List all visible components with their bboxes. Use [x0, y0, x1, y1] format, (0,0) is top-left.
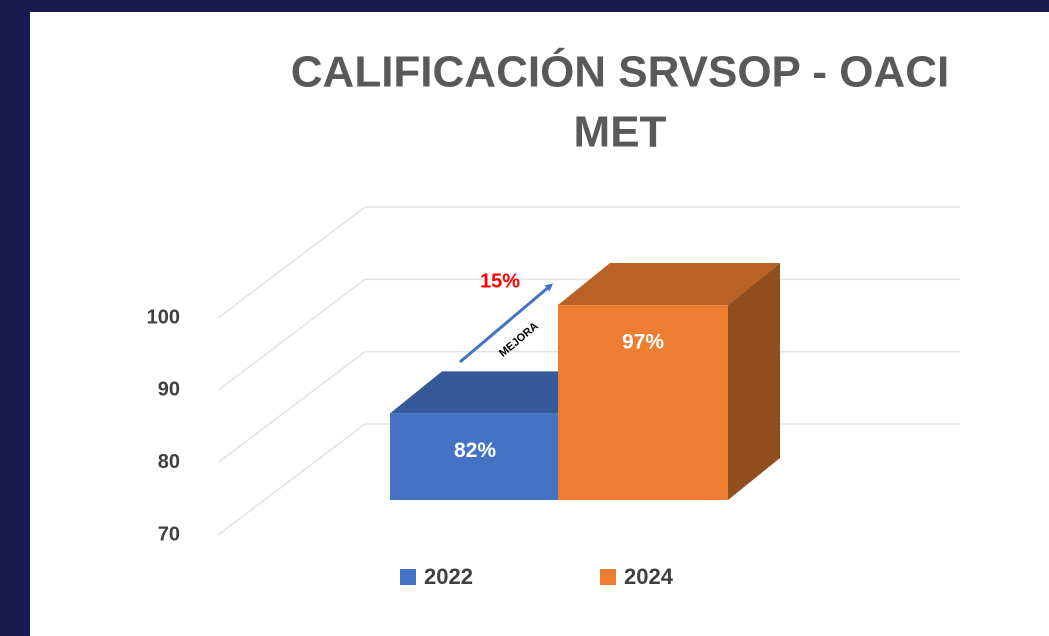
bar-top — [558, 263, 780, 306]
legend-label: 2024 — [624, 564, 674, 589]
panel — [30, 12, 1049, 636]
bar — [390, 413, 560, 500]
chart-title: CALIFICACIÓN SRVSOP - OACI — [291, 47, 949, 97]
legend-label: 2022 — [424, 564, 473, 589]
bar — [558, 305, 728, 500]
chart-title: MET — [574, 108, 667, 157]
data-label: 97% — [622, 331, 664, 354]
legend-swatch — [400, 569, 416, 585]
y-tick-label: 70 — [158, 523, 180, 545]
bar-top — [390, 371, 612, 414]
annotation: 15% — [480, 270, 520, 292]
y-tick-label: 90 — [158, 379, 180, 401]
arrow — [459, 283, 554, 364]
y-tick-label: 80 — [158, 451, 180, 473]
legend-swatch — [600, 569, 616, 585]
y-tick-label: 100 — [147, 306, 180, 328]
bar-side — [728, 263, 780, 500]
data-label: 82% — [454, 439, 496, 462]
grid-line — [217, 206, 960, 319]
